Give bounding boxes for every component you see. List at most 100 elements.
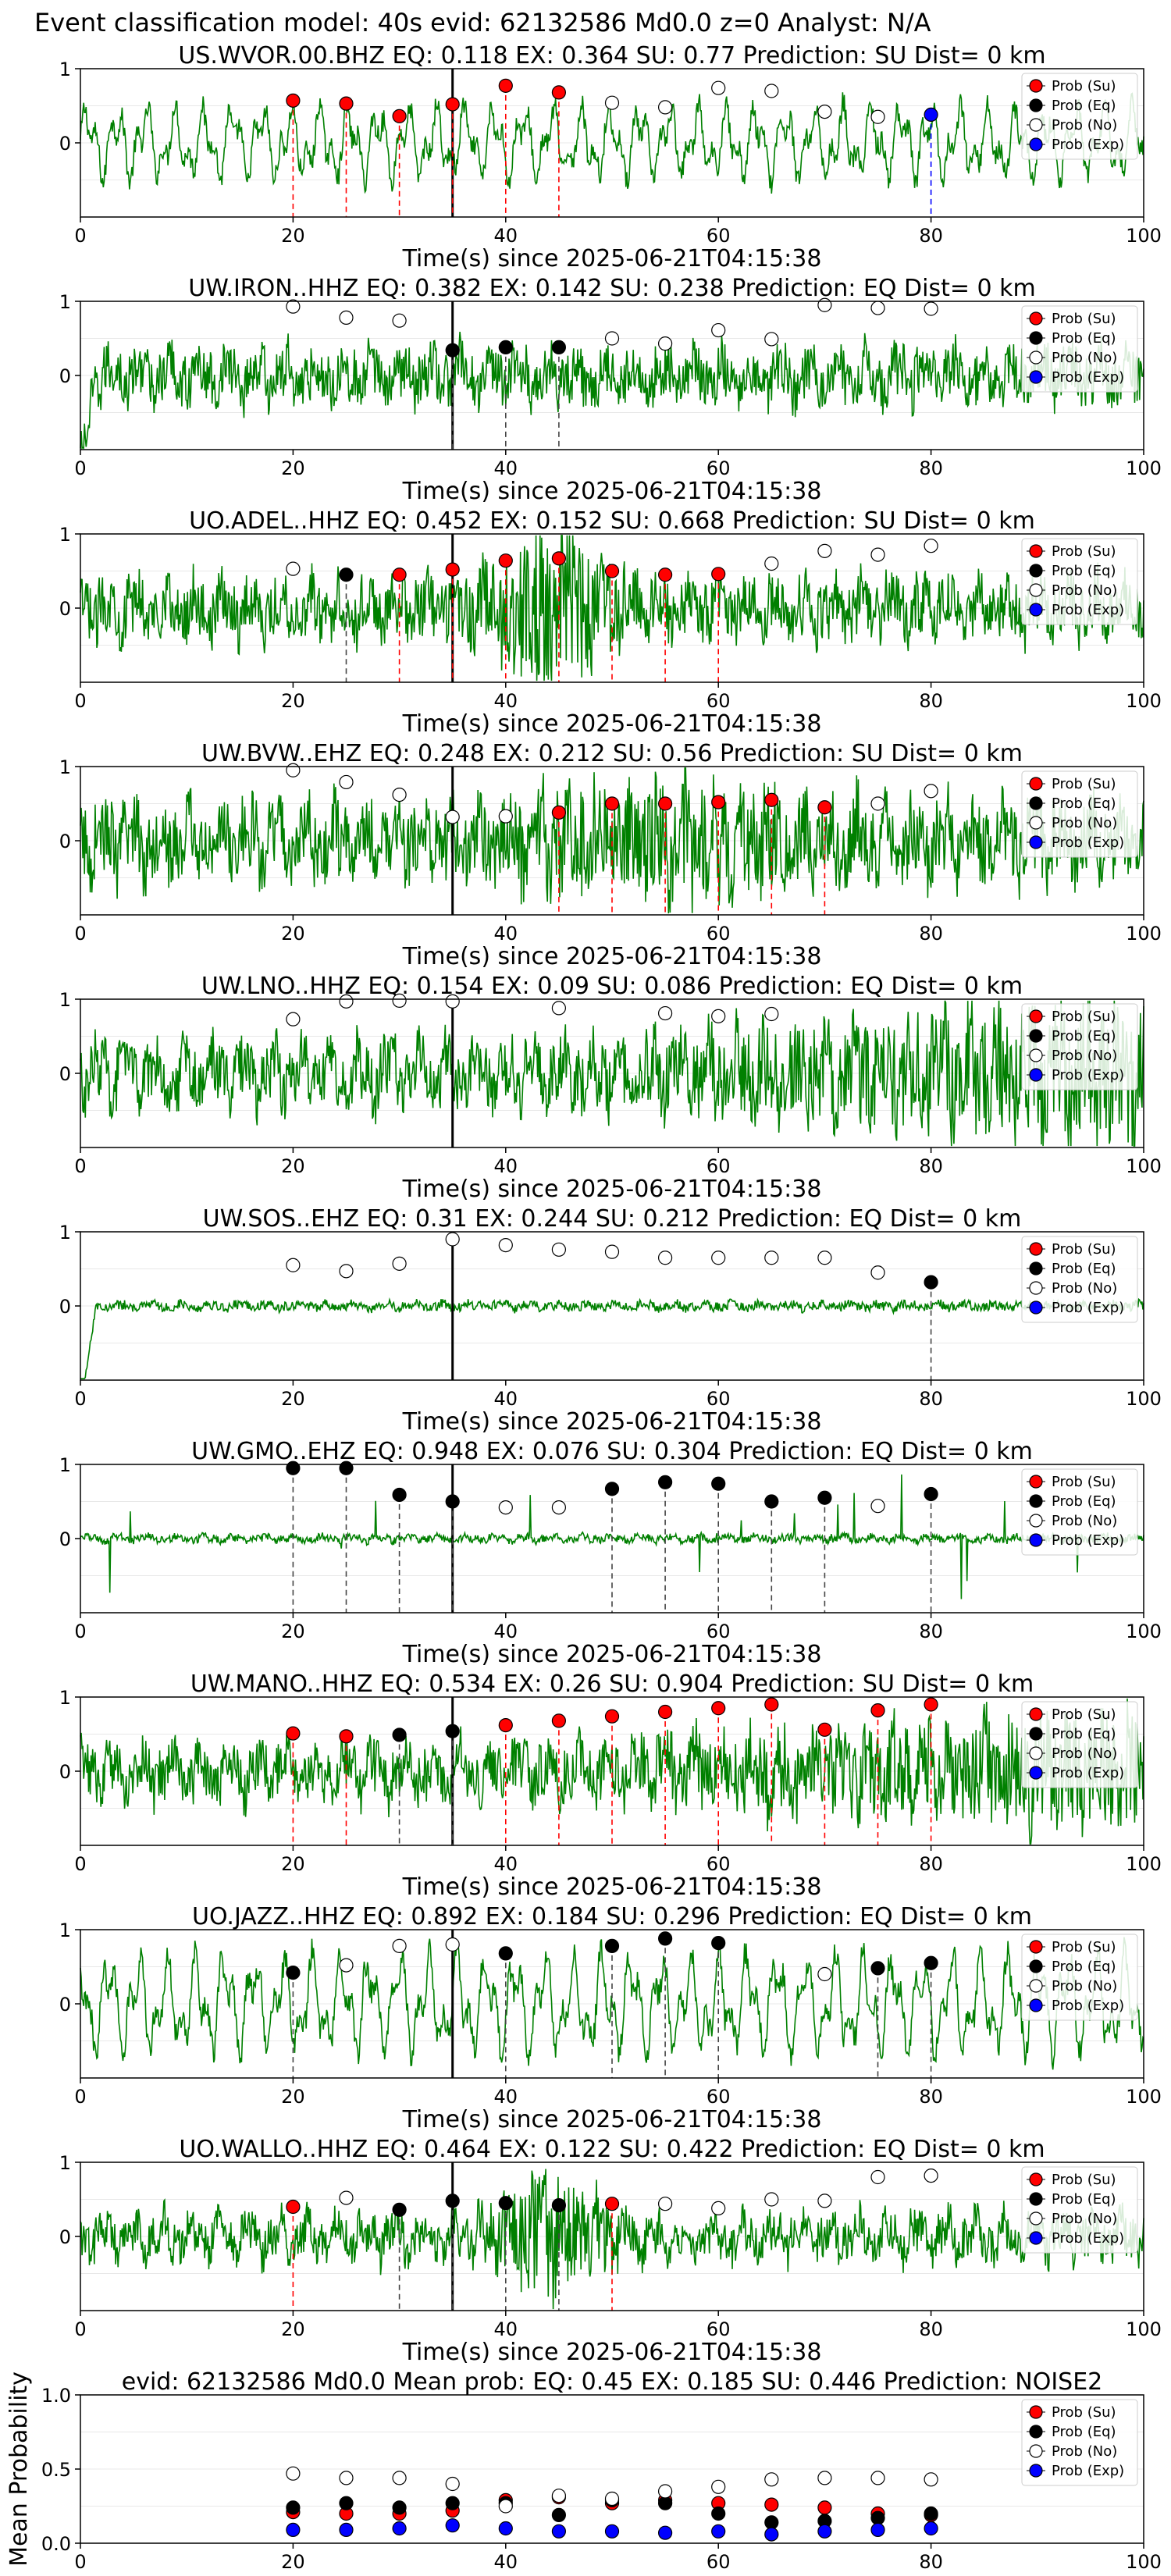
mean-point-eq: [551, 2507, 567, 2522]
prob-point-eq: [286, 1461, 301, 1475]
waveform-trace: [80, 332, 1144, 450]
x-tick-label: 0: [74, 457, 86, 479]
prob-point-no: [817, 297, 832, 312]
legend-label: Prob (No): [1052, 1745, 1117, 1762]
panel-10: evid: 62132586 Md0.0 Mean prob: EQ: 0.45…: [5, 2368, 1162, 2573]
x-tick-label: 20: [281, 457, 305, 479]
x-tick-label: 20: [281, 1155, 305, 1177]
prob-point-su: [870, 1703, 885, 1718]
legend-marker: [1029, 2444, 1043, 2458]
legend-marker: [1029, 2405, 1043, 2419]
prob-point-no: [924, 539, 938, 553]
prob-point-su: [551, 85, 567, 100]
mean-point-no: [286, 2466, 301, 2481]
legend-marker: [1029, 1068, 1043, 1082]
prob-point-eq: [551, 340, 567, 354]
legend-label: Prob (Su): [1052, 1474, 1116, 1490]
prob-point-eq: [445, 1724, 460, 1738]
mean-point-eq: [392, 2500, 407, 2515]
prob-point-no: [764, 1251, 779, 1265]
prob-point-eq: [551, 2198, 567, 2213]
legend-box: [1021, 305, 1138, 393]
prob-point-no: [657, 100, 673, 115]
legend-marker: [1029, 1746, 1043, 1760]
prob-point-no: [286, 1012, 301, 1026]
y-tick-label: 1: [59, 989, 71, 1011]
x-tick-label: 40: [494, 1155, 518, 1177]
legend-label: Prob (Exp): [1052, 1067, 1124, 1083]
legend-marker: [1029, 98, 1043, 112]
panel-title: UW.LNO..HHZ EQ: 0.154 EX: 0.09 SU: 0.086…: [201, 973, 1023, 1000]
legend-marker: [1029, 796, 1043, 810]
mean-point-exp: [286, 2522, 301, 2537]
legend-box: [1021, 1003, 1138, 1091]
legend-marker: [1029, 1475, 1043, 1489]
x-tick-label: 40: [494, 923, 518, 945]
x-tick-label: 20: [281, 1388, 305, 1410]
prob-point-no: [604, 95, 620, 110]
prob-point-no: [445, 1937, 460, 1952]
legend-box: [1021, 1236, 1138, 1323]
x-tick-label: 20: [281, 225, 305, 247]
x-tick-label: 100: [1126, 1388, 1162, 1410]
prob-point-su: [711, 1701, 726, 1716]
x-axis-label: Time(s) since 2025-06-21T04:15:38: [402, 1641, 822, 1668]
panel-title: US.WVOR.00.BHZ EQ: 0.118 EX: 0.364 SU: 0…: [178, 42, 1045, 69]
x-tick-label: 20: [281, 2318, 305, 2340]
prob-point-no: [817, 543, 832, 558]
legend-label: Prob (Eq): [1052, 98, 1116, 114]
legend-label: Prob (Su): [1052, 1009, 1116, 1025]
panel-2: UO.ADEL..HHZ EQ: 0.452 EX: 0.152 SU: 0.6…: [59, 507, 1162, 738]
x-tick-label: 0: [74, 690, 86, 712]
x-tick-label: 100: [1126, 2551, 1162, 2573]
mean-point-exp: [339, 2522, 354, 2537]
x-tick-label: 60: [707, 1388, 731, 1410]
legend-marker: [1029, 1029, 1043, 1043]
legend-label: Prob (Su): [1052, 776, 1116, 792]
prob-point-no: [339, 994, 354, 1009]
legend-marker: [1029, 1494, 1043, 1508]
y-tick-label: 0: [59, 831, 71, 852]
x-axis-label: Time(s) since 2025-06-21T04:15:38: [402, 2106, 822, 2133]
x-tick-label: 80: [919, 1155, 943, 1177]
mean-point-exp: [445, 2518, 460, 2533]
y-tick-label: 1.0: [41, 2385, 71, 2407]
legend-label: Prob (Su): [1052, 1241, 1116, 1258]
prob-point-no: [339, 774, 354, 790]
legend-label: Prob (No): [1052, 1513, 1117, 1529]
panel-title: UW.MANO..HHZ EQ: 0.534 EX: 0.26 SU: 0.90…: [190, 1670, 1034, 1698]
x-tick-label: 80: [919, 225, 943, 247]
prob-point-eq: [445, 1494, 460, 1509]
legend-box: [1021, 2399, 1138, 2486]
x-tick-label: 80: [919, 923, 943, 945]
x-tick-label: 60: [707, 923, 731, 945]
legend-label: Prob (Su): [1052, 2172, 1116, 2188]
waveform-trace: [80, 767, 1144, 914]
prob-point-no: [817, 2194, 832, 2208]
legend-marker: [1029, 1940, 1043, 1954]
x-tick-label: 0: [74, 1155, 86, 1177]
legend-marker: [1029, 2211, 1043, 2226]
legend-box: [1021, 770, 1138, 858]
x-tick-label: 60: [707, 457, 731, 479]
prob-point-su: [711, 567, 726, 582]
prob-point-no: [445, 1232, 460, 1247]
mean-point-exp: [924, 2521, 938, 2536]
y-tick-label: 0: [59, 1994, 71, 2016]
prob-point-eq: [604, 1482, 620, 1496]
mean-point-no: [924, 2472, 938, 2487]
legend-marker: [1029, 835, 1043, 849]
legend-label: Prob (Eq): [1052, 330, 1116, 347]
legend-box: [1021, 1934, 1138, 2021]
legend-label: Prob (No): [1052, 582, 1117, 599]
mean-point-no: [498, 2499, 513, 2514]
x-tick-label: 100: [1126, 690, 1162, 712]
mean-point-no: [817, 2471, 832, 2485]
y-tick-label: 1: [59, 291, 71, 313]
x-tick-label: 80: [919, 1853, 943, 1875]
legend-marker: [1029, 137, 1043, 151]
legend-box: [1021, 73, 1138, 160]
x-tick-label: 20: [281, 1853, 305, 1875]
x-tick-label: 80: [919, 1388, 943, 1410]
legend-marker: [1029, 1048, 1043, 1062]
